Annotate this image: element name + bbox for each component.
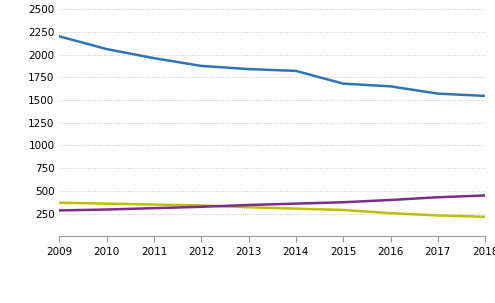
- Grades 1 to 9: [56, 208, 62, 212]
- Grades 1 to 6: [56, 35, 62, 38]
- Grades 1 to 9: [104, 208, 110, 211]
- Grades 7 to 9: [104, 202, 110, 205]
- Grades 7 to 9: [388, 211, 394, 215]
- Grades 1 to 9: [151, 206, 157, 210]
- Line: Grades 7 to 9: Grades 7 to 9: [59, 203, 485, 217]
- Grades 7 to 9: [482, 215, 488, 219]
- Grades 1 to 6: [482, 94, 488, 98]
- Grades 1 to 6: [246, 67, 251, 71]
- Grades 7 to 9: [435, 214, 441, 217]
- Grades 1 to 9: [293, 202, 299, 205]
- Grades 7 to 9: [293, 207, 299, 210]
- Grades 1 to 6: [340, 82, 346, 85]
- Grades 1 to 9: [340, 201, 346, 204]
- Grades 7 to 9: [151, 203, 157, 206]
- Grades 7 to 9: [246, 205, 251, 209]
- Grades 1 to 9: [246, 203, 251, 207]
- Grades 7 to 9: [340, 208, 346, 212]
- Grades 1 to 6: [388, 85, 394, 88]
- Grades 7 to 9: [198, 204, 204, 207]
- Grades 1 to 9: [198, 205, 204, 209]
- Grades 1 to 6: [293, 69, 299, 73]
- Line: Grades 1 to 9: Grades 1 to 9: [59, 195, 485, 210]
- Grades 7 to 9: [56, 201, 62, 205]
- Grades 1 to 9: [482, 194, 488, 197]
- Grades 1 to 6: [198, 64, 204, 68]
- Grades 1 to 6: [104, 47, 110, 51]
- Grades 1 to 9: [435, 195, 441, 199]
- Grades 1 to 9: [388, 198, 394, 202]
- Grades 1 to 6: [151, 56, 157, 60]
- Line: Grades 1 to 6: Grades 1 to 6: [59, 36, 485, 96]
- Grades 1 to 6: [435, 92, 441, 95]
